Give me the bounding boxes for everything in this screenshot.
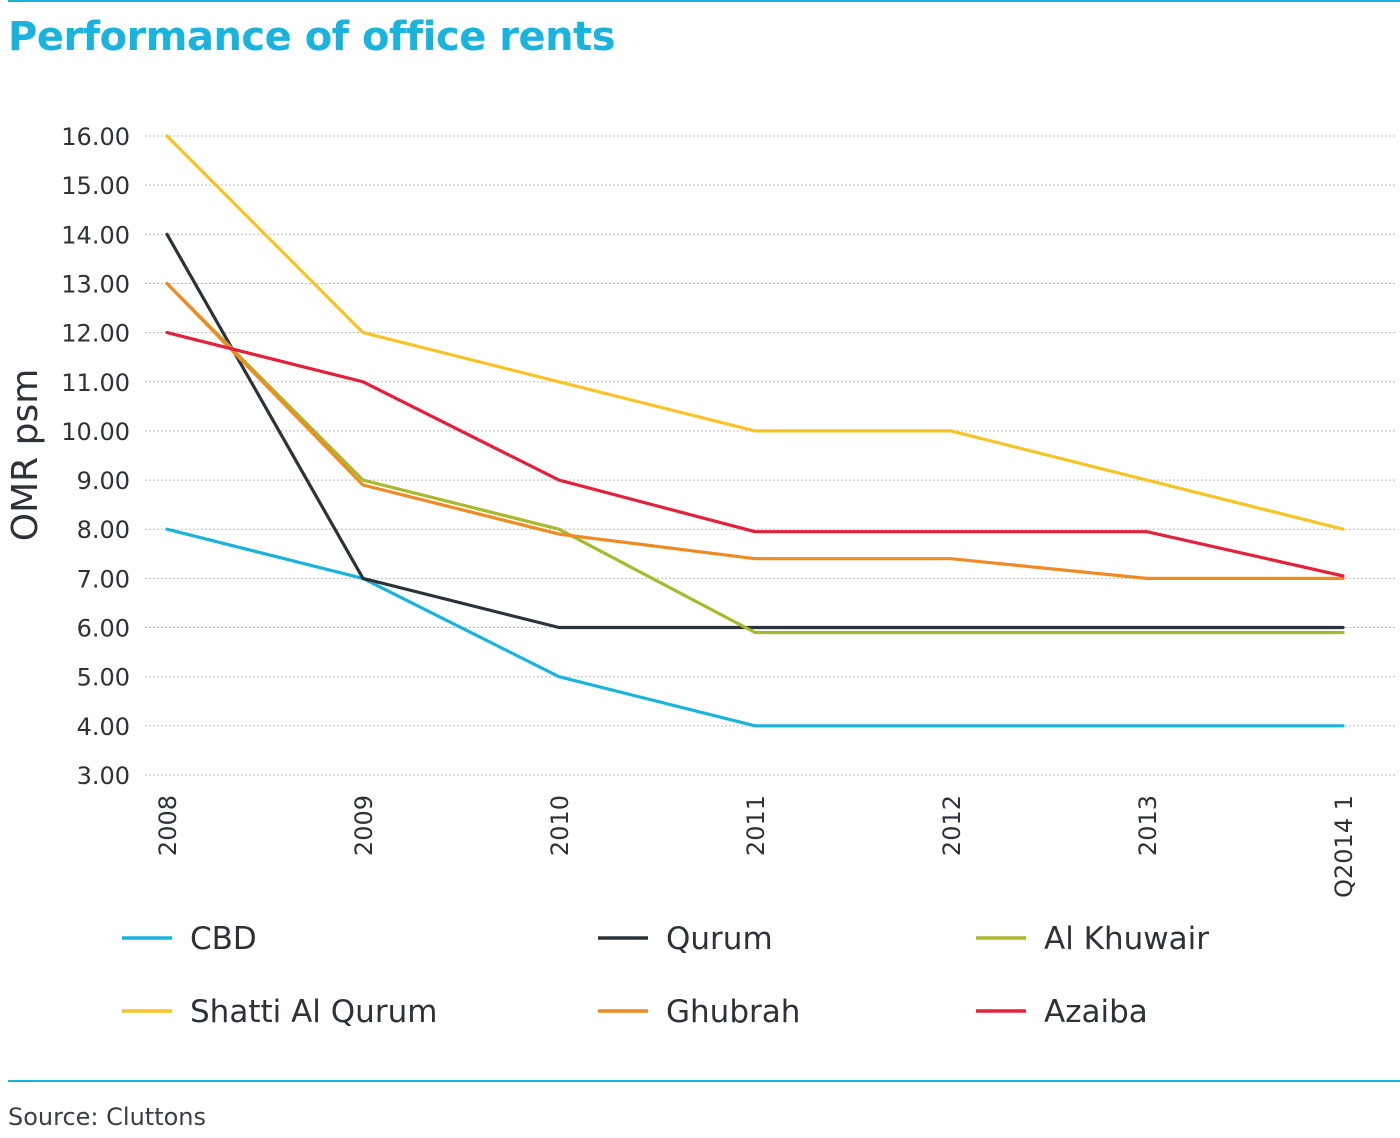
top-rule (8, 0, 1400, 2)
series-line-qurum (165, 232, 1345, 630)
legend-label-cbd: CBD (190, 921, 257, 957)
y-tick-label: 3.00 (77, 762, 130, 790)
y-tick-label: 5.00 (77, 664, 130, 692)
x-tick-label: 2009 (350, 795, 378, 856)
series-lines (165, 134, 1345, 728)
x-tick-label: 2008 (154, 795, 182, 856)
y-tick-label: 9.00 (77, 467, 130, 495)
x-tick-label: Q2014 1 (1330, 795, 1358, 898)
y-tick-label: 12.00 (61, 320, 130, 348)
legend-label-azaiba: Azaiba (1044, 994, 1148, 1030)
x-tick-label: 2012 (938, 795, 966, 856)
series-line-ghubrah (165, 281, 1345, 581)
line-chart: 3.00 4.00 5.00 6.00 7.00 8.00 9.00 10.00 11.00 12… (5, 123, 1397, 1030)
y-tick-label: 13.00 (61, 270, 130, 298)
series-line-al-khuwair (165, 281, 1345, 635)
y-tick-label: 6.00 (77, 615, 130, 643)
series-line-azaiba (165, 331, 1345, 578)
y-axis-ticks: 3.00 4.00 5.00 6.00 7.00 8.00 9.00 10.00 11.00 12… (61, 123, 130, 790)
chart-title: Performance of office rents (8, 14, 616, 60)
series-line-shatti-al-qurum (165, 134, 1345, 531)
x-axis-ticks: 2008 2009 2010 2011 2012 2013 Q2014 1 (154, 795, 1358, 898)
y-tick-label: 16.00 (61, 123, 130, 151)
legend-label-shatti-al-qurum: Shatti Al Qurum (190, 994, 437, 1030)
y-tick-label: 15.00 (61, 172, 130, 200)
y-tick-label: 11.00 (61, 369, 130, 397)
x-tick-label: 2013 (1134, 795, 1162, 856)
bottom-rule (8, 1080, 1400, 1082)
x-tick-label: 2010 (546, 795, 574, 856)
y-tick-label: 10.00 (61, 418, 130, 446)
source-note: Source: Cluttons (8, 1103, 206, 1131)
legend-label-qurum: Qurum (666, 921, 773, 957)
legend: CBD Qurum Al Khuwair Shatti Al Qurum Ghubrah… (122, 921, 1209, 1030)
y-tick-label: 4.00 (77, 713, 130, 741)
legend-label-ghubrah: Ghubrah (666, 994, 800, 1030)
y-axis-label: OMR psm (5, 369, 46, 542)
y-tick-label: 14.00 (61, 221, 130, 249)
x-tick-label: 2011 (742, 795, 770, 856)
y-tick-label: 7.00 (77, 565, 130, 593)
legend-label-al-khuwair: Al Khuwair (1044, 921, 1209, 957)
y-tick-label: 8.00 (77, 516, 130, 544)
